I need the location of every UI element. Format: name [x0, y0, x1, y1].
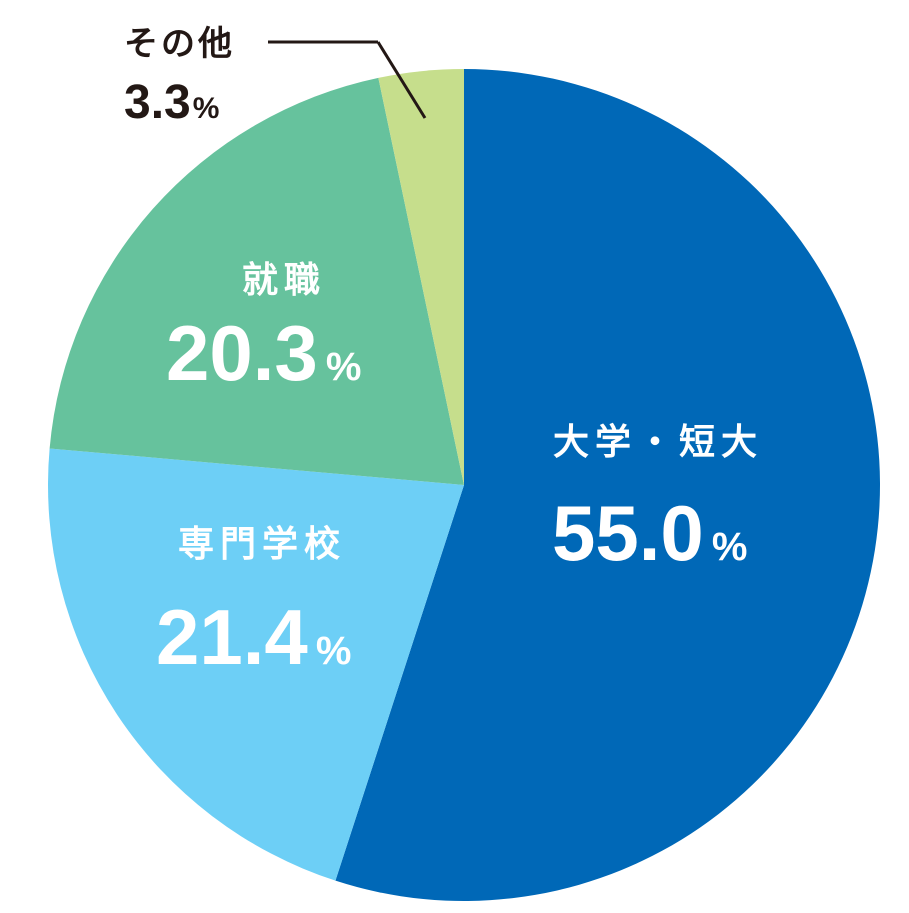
slice-value-unit: %: [712, 525, 748, 569]
pie-slice-employment: [49, 77, 465, 485]
slice-value-number: 55.0: [552, 489, 704, 577]
slice-label-other: その他: [124, 24, 235, 64]
slice-label-university: 大学・短大: [553, 421, 763, 463]
pie-slice-other: [378, 69, 464, 485]
slice-label-employment: 就職: [242, 260, 326, 301]
slice-value-unit: %: [326, 345, 362, 389]
pie-slice-university: [335, 69, 880, 902]
slice-label-vocational: 専門学校: [178, 523, 346, 565]
slice-value-unit: %: [316, 629, 352, 673]
slice-value-number: 21.4: [156, 593, 308, 681]
slice-value-unit: %: [193, 92, 220, 125]
pie-slices: [48, 69, 880, 902]
slice-value-vocational: 21.4%: [156, 593, 351, 681]
slice-value-university: 55.0%: [552, 489, 747, 577]
slice-value-employment: 20.3%: [166, 309, 361, 397]
slice-value-other: 3.3%: [124, 76, 219, 129]
slice-value-number: 3.3: [124, 76, 191, 129]
other-leader-line-diagonal: [376, 41, 427, 119]
pie-slice-vocational: [48, 448, 465, 881]
slice-value-number: 20.3: [166, 309, 318, 397]
